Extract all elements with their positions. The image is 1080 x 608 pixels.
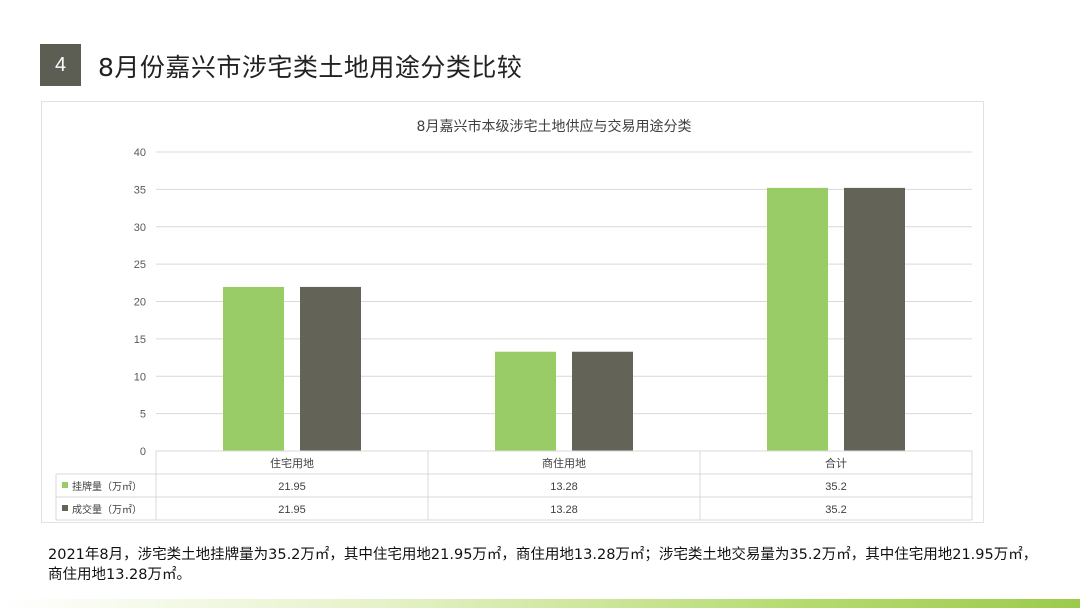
data-table-value: 21.95 [278, 481, 306, 493]
y-tick-label: 15 [134, 334, 146, 346]
data-table-value: 13.28 [550, 481, 578, 493]
bar [495, 351, 556, 451]
y-tick-label: 5 [140, 409, 146, 421]
data-table-value: 35.2 [825, 504, 846, 516]
bar [767, 187, 828, 451]
y-tick-label: 30 [134, 222, 146, 234]
x-category-label: 商住用地 [542, 456, 586, 470]
legend-swatch [62, 505, 68, 511]
bar [300, 286, 361, 451]
chart-title: 8月嘉兴市本级涉宅土地供应与交易用途分类 [417, 118, 692, 135]
data-table-value: 13.28 [550, 504, 578, 516]
y-tick-label: 10 [134, 371, 146, 383]
chart-panel: 8月嘉兴市本级涉宅土地供应与交易用途分类 0 5 10 15 20 25 30 35 40 住宅用地… [41, 101, 984, 523]
slide-number-badge: 4 [40, 44, 81, 86]
data-table-value: 21.95 [278, 504, 306, 516]
page-title: 8月份嘉兴市涉宅类土地用途分类比较 [98, 53, 523, 82]
data-table-value: 35.2 [825, 481, 846, 493]
y-tick-label: 20 [134, 297, 146, 309]
bar [572, 351, 633, 451]
y-tick-label: 0 [140, 446, 146, 458]
y-tick-label: 40 [134, 147, 146, 159]
legend-swatch [62, 482, 68, 488]
x-category-label: 住宅用地 [270, 456, 314, 470]
summary-text: 2021年8月，涉宅类土地挂牌量为35.2万㎡，其中住宅用地21.95万㎡，商住… [48, 547, 1038, 583]
y-tick-label: 25 [134, 259, 146, 271]
bottom-decor-stripe [0, 599, 1080, 608]
y-tick-label: 35 [134, 184, 146, 196]
bar-chart: 8月嘉兴市本级涉宅土地供应与交易用途分类 0 5 10 15 20 25 30 35 40 住宅用地… [55, 118, 973, 521]
legend-label: 挂牌量（万㎡） [72, 480, 142, 493]
legend-label: 成交量（万㎡） [72, 503, 142, 516]
bar [223, 286, 284, 451]
x-category-label: 合计 [825, 456, 847, 470]
bar [844, 187, 905, 451]
